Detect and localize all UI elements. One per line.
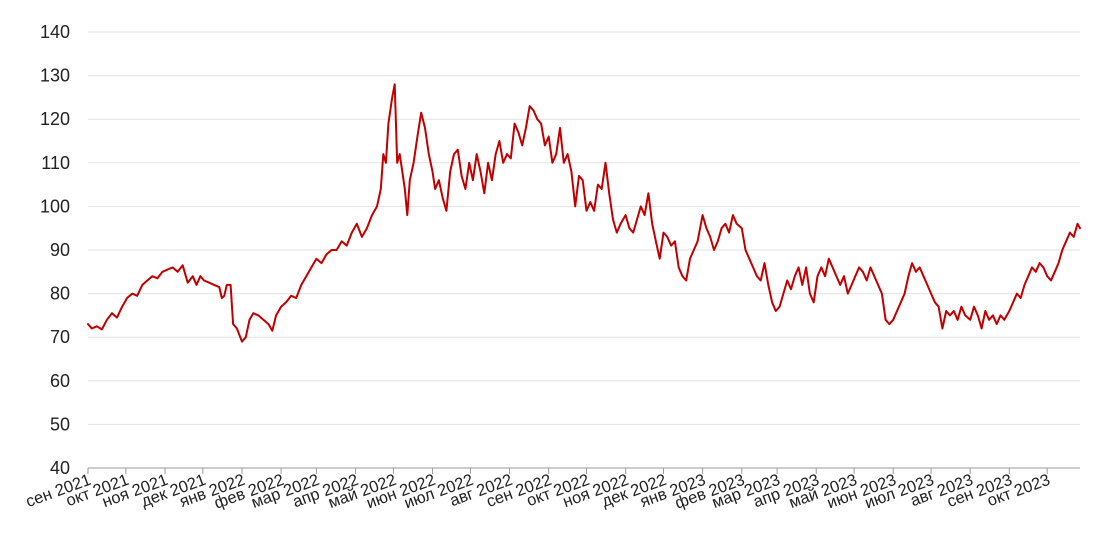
y-tick-label: 60	[50, 371, 70, 391]
y-tick-label: 100	[40, 196, 70, 216]
series-line-0	[87, 83, 1081, 343]
y-tick-label: 130	[40, 66, 70, 86]
data-series	[87, 83, 1081, 343]
y-axis-tick-labels: 40 50 60 70 80 90 100 110 120 130 140	[40, 22, 70, 478]
y-tick-label: 70	[50, 327, 70, 347]
y-tick-label: 50	[50, 414, 70, 434]
y-tick-label: 80	[50, 284, 70, 304]
y-tick-label: 40	[50, 458, 70, 478]
y-tick-label: 140	[40, 22, 70, 42]
gridlines	[88, 31, 1080, 425]
y-tick-label: 110	[41, 153, 70, 173]
axes	[87, 467, 1080, 474]
y-tick-label: 120	[40, 109, 70, 129]
y-tick-label: 90	[50, 240, 70, 260]
